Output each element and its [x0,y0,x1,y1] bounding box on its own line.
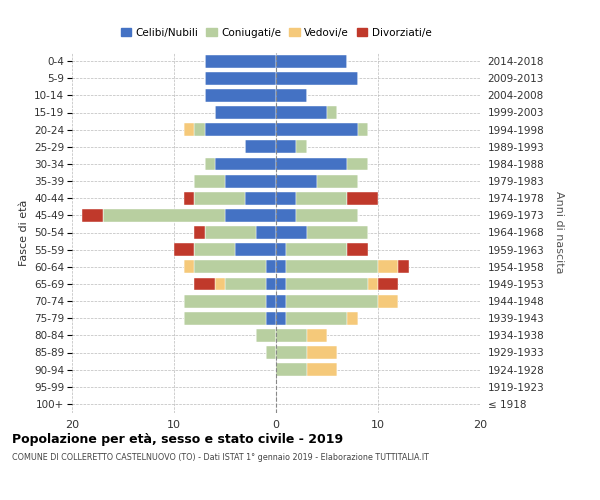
Bar [256,226,276,239]
Bar [276,123,358,136]
Y-axis label: Anni di nascita: Anni di nascita [554,191,564,274]
Bar [307,329,327,342]
Bar [276,278,286,290]
Bar [184,294,266,308]
Bar [194,192,245,204]
Bar [184,260,194,273]
Bar [194,123,205,136]
Legend: Celibi/Nubili, Coniugati/e, Vedovi/e, Divorziati/e: Celibi/Nubili, Coniugati/e, Vedovi/e, Di… [116,24,436,42]
Bar [307,363,337,376]
Bar [276,72,358,85]
Bar [317,174,358,188]
Bar [276,346,307,359]
Bar [347,243,368,256]
Bar [276,226,307,239]
Bar [225,278,266,290]
Bar [194,226,205,239]
Bar [266,278,276,290]
Bar [286,278,368,290]
Bar [266,294,276,308]
Bar [266,312,276,324]
Bar [276,243,286,256]
Bar [327,106,337,119]
Bar [296,209,358,222]
Bar [245,140,276,153]
Bar [286,294,378,308]
Bar [194,243,235,256]
Bar [235,243,276,256]
Bar [347,312,358,324]
Bar [194,260,266,273]
Bar [276,192,296,204]
Bar [347,158,368,170]
Bar [266,260,276,273]
Bar [286,243,347,256]
Bar [205,158,215,170]
Bar [368,278,378,290]
Bar [225,209,276,222]
Bar [378,294,398,308]
Bar [286,260,378,273]
Bar [276,329,307,342]
Bar [307,346,337,359]
Text: Popolazione per età, sesso e stato civile - 2019: Popolazione per età, sesso e stato civil… [12,432,343,446]
Bar [205,123,276,136]
Bar [215,158,276,170]
Bar [184,192,194,204]
Bar [205,72,276,85]
Y-axis label: Fasce di età: Fasce di età [19,200,29,266]
Bar [174,243,194,256]
Bar [296,140,307,153]
Bar [82,209,103,222]
Bar [194,278,215,290]
Bar [378,278,398,290]
Bar [245,192,276,204]
Bar [296,192,347,204]
Bar [276,54,347,68]
Bar [276,260,286,273]
Bar [225,174,276,188]
Bar [398,260,409,273]
Bar [276,174,317,188]
Bar [215,278,225,290]
Bar [358,123,368,136]
Bar [276,89,307,102]
Bar [276,158,347,170]
Bar [205,89,276,102]
Bar [256,329,276,342]
Bar [276,209,296,222]
Bar [347,192,378,204]
Bar [194,174,225,188]
Bar [205,54,276,68]
Bar [184,123,194,136]
Bar [276,294,286,308]
Bar [103,209,225,222]
Text: COMUNE DI COLLERETTO CASTELNUOVO (TO) - Dati ISTAT 1° gennaio 2019 - Elaborazion: COMUNE DI COLLERETTO CASTELNUOVO (TO) - … [12,452,429,462]
Bar [205,226,256,239]
Bar [215,106,276,119]
Bar [276,363,307,376]
Bar [307,226,368,239]
Bar [286,312,347,324]
Bar [266,346,276,359]
Bar [276,106,327,119]
Bar [276,312,286,324]
Bar [276,140,296,153]
Bar [184,312,266,324]
Bar [378,260,398,273]
